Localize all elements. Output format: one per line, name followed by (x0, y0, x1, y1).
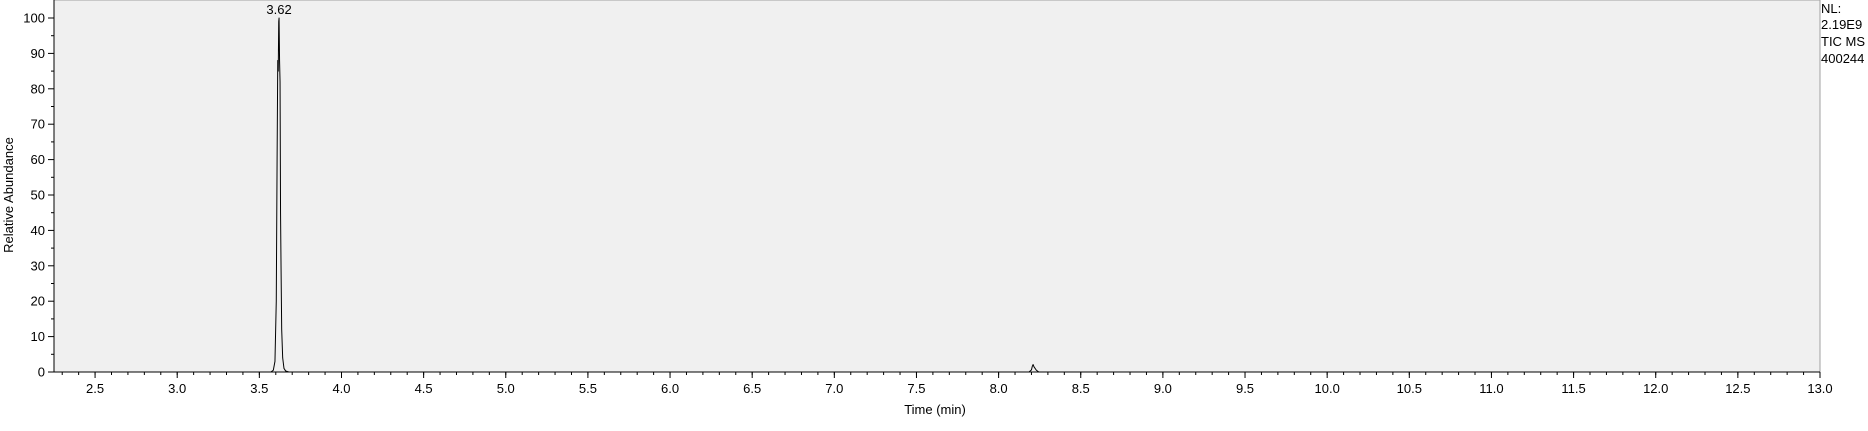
x-tick-label: 7.5 (907, 381, 925, 396)
peak-label: 3.62 (266, 2, 291, 17)
x-tick-label: 10.0 (1315, 381, 1340, 396)
x-tick-label: 9.5 (1236, 381, 1254, 396)
x-tick-label: 6.5 (743, 381, 761, 396)
x-tick-label: 5.5 (579, 381, 597, 396)
x-tick-label: 9.0 (1154, 381, 1172, 396)
plot-area-background (53, 0, 1821, 373)
y-tick-label: 90 (31, 46, 45, 61)
y-tick-label: 50 (31, 188, 45, 203)
y-axis-title: Relative Abundance (1, 137, 16, 253)
x-tick-label: 11.0 (1479, 381, 1503, 396)
chart-series (54, 17, 1820, 373)
x-tick-label: 12.0 (1643, 381, 1668, 396)
x-tick-label: 5.0 (497, 381, 515, 396)
nl-label: NL: (1821, 1, 1842, 16)
x-axis-ticks: 2.5 3.0 3.5 4.0 4.5 5.0 5.5 6.0 6.5 7.0 7.5 8.0 8.5 9… (61, 372, 1833, 396)
y-tick-label: 10 (31, 329, 45, 344)
y-tick-label: 30 (31, 258, 45, 273)
y-tick-label: 0 (38, 365, 45, 380)
x-tick-label: 4.5 (415, 381, 433, 396)
sample-id-label: 400244 (1821, 51, 1865, 66)
y-tick-label: 70 (31, 117, 45, 132)
x-tick-label: 13.0 (1807, 381, 1832, 396)
y-tick-label: 100 (23, 11, 45, 26)
x-tick-label: 8.0 (990, 381, 1008, 396)
x-tick-label: 7.0 (825, 381, 843, 396)
x-tick-label: 10.5 (1397, 381, 1422, 396)
x-tick-label: 12.5 (1725, 381, 1750, 396)
y-tick-label: 40 (31, 223, 45, 238)
x-tick-label: 3.0 (168, 381, 186, 396)
chromatogram-trace (54, 17, 1820, 373)
scan-filter-label: TIC MS (1821, 34, 1866, 49)
x-tick-label: 3.5 (250, 381, 268, 396)
x-tick-label: 6.0 (661, 381, 679, 396)
x-tick-label: 2.5 (86, 381, 104, 396)
y-tick-label: 20 (31, 294, 45, 309)
x-tick-label: 4.0 (332, 381, 350, 396)
y-tick-label: 60 (31, 152, 45, 167)
x-axis-title: Time (min) (904, 402, 966, 417)
chart-annotations: 3.62 (266, 2, 291, 17)
nl-value: 2.19E9 (1821, 17, 1863, 32)
x-tick-label: 11.5 (1561, 381, 1585, 396)
x-tick-label: 8.5 (1072, 381, 1090, 396)
y-axis-ticks: 0 10 20 30 40 50 60 70 80 90 100 (23, 11, 54, 380)
y-tick-label: 80 (31, 81, 45, 96)
